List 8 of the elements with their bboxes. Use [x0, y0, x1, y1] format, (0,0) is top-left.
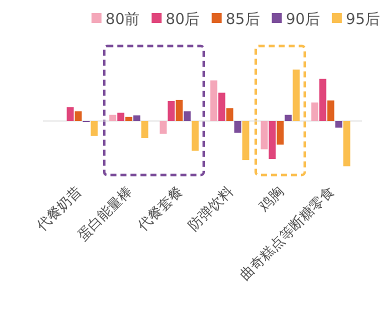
legend-label: 85后: [226, 10, 260, 28]
x-tick-label: 代餐套餐: [134, 184, 186, 236]
legend-label: 90后: [286, 10, 320, 28]
x-tick-label: 鸡胸: [255, 184, 288, 216]
x-tick-label: 防弹饮料: [186, 184, 237, 234]
legend-label: 80后: [166, 10, 200, 28]
legend-label: 95后: [346, 10, 380, 28]
legend-label: 80前: [106, 10, 140, 28]
